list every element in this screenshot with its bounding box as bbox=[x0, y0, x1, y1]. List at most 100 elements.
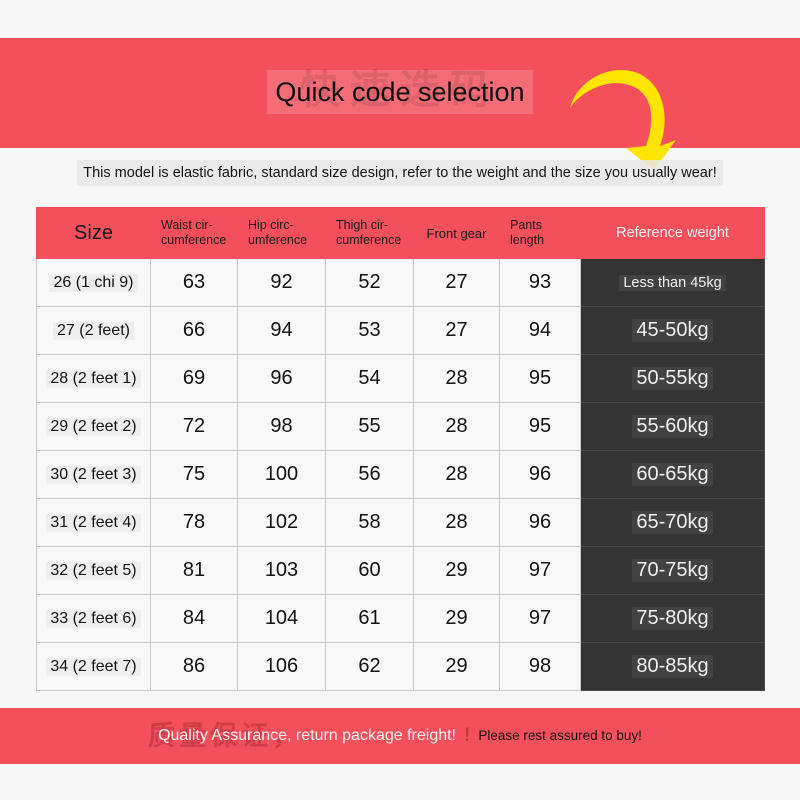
cell-front-gear: 27 bbox=[413, 306, 500, 355]
cell-waist: 66 bbox=[150, 306, 238, 355]
cell-front-gear-value: 29 bbox=[445, 559, 468, 581]
cell-hip-value: 96 bbox=[270, 367, 293, 389]
cell-size-value: 32 (2 feet 5) bbox=[46, 561, 141, 580]
cell-hip-value: 92 bbox=[270, 271, 293, 293]
cell-pants-length-value: 96 bbox=[528, 463, 552, 485]
cell-thigh: 55 bbox=[325, 402, 414, 451]
cell-size-value: 27 (2 feet) bbox=[53, 321, 134, 340]
cell-thigh-value: 60 bbox=[358, 559, 381, 581]
cell-front-gear: 28 bbox=[413, 498, 500, 547]
cell-thigh: 61 bbox=[325, 594, 414, 643]
cell-size: 34 (2 feet 7) bbox=[36, 642, 151, 691]
cell-pants-length-value: 95 bbox=[528, 367, 552, 389]
cell-hip: 92 bbox=[237, 258, 326, 307]
cell-pants-length-value: 96 bbox=[528, 511, 552, 533]
cell-size: 27 (2 feet) bbox=[36, 306, 151, 355]
table-row: 29 (2 feet 2) 72 98 55 28 95 55-60kg bbox=[36, 402, 765, 451]
cell-hip: 100 bbox=[237, 450, 326, 499]
cell-waist-value: 78 bbox=[182, 511, 206, 533]
cell-front-gear: 28 bbox=[413, 402, 500, 451]
cell-front-gear-value: 28 bbox=[445, 463, 468, 485]
cell-thigh-value: 56 bbox=[358, 463, 381, 485]
cell-waist-value: 84 bbox=[182, 607, 206, 629]
cell-reference-weight-value: 45-50kg bbox=[632, 319, 713, 342]
cell-pants-length-value: 97 bbox=[528, 559, 552, 581]
cell-hip-value: 98 bbox=[270, 415, 293, 437]
cell-pants-length-value: 98 bbox=[528, 655, 552, 677]
cell-pants-length: 97 bbox=[499, 594, 581, 643]
cell-waist: 81 bbox=[150, 546, 238, 595]
footer-sub-text: Please rest assured to buy! bbox=[478, 728, 642, 743]
table-row: 26 (1 chi 9) 63 92 52 27 93 Less than 45kg bbox=[36, 258, 765, 307]
cell-waist: 84 bbox=[150, 594, 238, 643]
table-row: 31 (2 feet 4) 78 102 58 28 96 65-70kg bbox=[36, 498, 765, 547]
cell-waist-value: 66 bbox=[182, 319, 206, 341]
cell-pants-length-value: 97 bbox=[528, 607, 552, 629]
cell-waist-value: 81 bbox=[182, 559, 206, 581]
cell-pants-length: 96 bbox=[499, 450, 581, 499]
cell-pants-length-value: 94 bbox=[528, 319, 552, 341]
cell-size-value: 28 (2 feet 1) bbox=[46, 369, 141, 388]
cell-waist: 72 bbox=[150, 402, 238, 451]
cell-size-value: 33 (2 feet 6) bbox=[46, 609, 141, 628]
table-header-row: Size Waist cir- cumference Hip circ- umf… bbox=[36, 207, 765, 259]
header-watermark-text: 快速选码 bbox=[300, 68, 500, 112]
cell-waist-value: 69 bbox=[182, 367, 206, 389]
cell-front-gear-value: 28 bbox=[445, 511, 468, 533]
page-title: Quick code selection bbox=[267, 70, 533, 114]
cell-reference-weight-value: 50-55kg bbox=[632, 367, 713, 390]
cell-reference-weight-value: 65-70kg bbox=[632, 511, 713, 534]
cell-waist: 75 bbox=[150, 450, 238, 499]
cell-front-gear: 29 bbox=[413, 642, 500, 691]
cell-pants-length: 97 bbox=[499, 546, 581, 595]
table-row: 28 (2 feet 1) 69 96 54 28 95 50-55kg bbox=[36, 354, 765, 403]
table-row: 33 (2 feet 6) 84 104 61 29 97 75-80kg bbox=[36, 594, 765, 643]
col-header-pants-line2: length bbox=[510, 233, 545, 247]
cell-reference-weight: 50-55kg bbox=[580, 354, 765, 403]
col-header-pants-length: Pants length bbox=[499, 207, 581, 259]
cell-front-gear: 29 bbox=[413, 594, 500, 643]
cell-waist: 69 bbox=[150, 354, 238, 403]
cell-pants-length: 93 bbox=[499, 258, 581, 307]
cell-hip: 106 bbox=[237, 642, 326, 691]
cell-hip-value: 106 bbox=[264, 655, 299, 677]
cell-reference-weight-value: Less than 45kg bbox=[619, 274, 726, 291]
cell-thigh-value: 55 bbox=[358, 415, 381, 437]
table-row: 34 (2 feet 7) 86 106 62 29 98 80-85kg bbox=[36, 642, 765, 691]
cell-reference-weight: 80-85kg bbox=[580, 642, 765, 691]
col-header-hip-line2: umference bbox=[248, 233, 308, 247]
cell-front-gear-value: 29 bbox=[445, 607, 468, 629]
cell-pants-length: 95 bbox=[499, 402, 581, 451]
cell-hip-value: 104 bbox=[264, 607, 299, 629]
cell-thigh: 62 bbox=[325, 642, 414, 691]
cell-size-value: 26 (1 chi 9) bbox=[49, 273, 138, 292]
cell-thigh: 56 bbox=[325, 450, 414, 499]
cell-thigh: 58 bbox=[325, 498, 414, 547]
cell-thigh-value: 54 bbox=[358, 367, 381, 389]
cell-front-gear: 29 bbox=[413, 546, 500, 595]
col-header-reference-weight: Reference weight bbox=[580, 207, 765, 259]
cell-front-gear-value: 27 bbox=[445, 319, 468, 341]
header-title-wrap: Quick code selection bbox=[0, 70, 800, 114]
col-header-thigh-line1: Thigh cir- bbox=[336, 218, 389, 232]
col-header-hip-line1: Hip circ- bbox=[248, 218, 294, 232]
cell-pants-length-value: 93 bbox=[528, 271, 552, 293]
cell-hip-value: 100 bbox=[264, 463, 299, 485]
col-header-thigh-line2: cumference bbox=[336, 233, 402, 247]
notice-text: This model is elastic fabric, standard s… bbox=[77, 160, 723, 186]
cell-size-value: 34 (2 feet 7) bbox=[46, 657, 141, 676]
cell-size: 28 (2 feet 1) bbox=[36, 354, 151, 403]
cell-pants-length: 98 bbox=[499, 642, 581, 691]
notice-wrap: This model is elastic fabric, standard s… bbox=[0, 160, 800, 186]
cell-reference-weight: 55-60kg bbox=[580, 402, 765, 451]
col-header-front-gear: Front gear bbox=[413, 207, 500, 259]
cell-hip-value: 102 bbox=[264, 511, 299, 533]
table-body: 26 (1 chi 9) 63 92 52 27 93 Less than 45kg 27 (… bbox=[36, 258, 765, 691]
cell-reference-weight-value: 55-60kg bbox=[632, 415, 713, 438]
col-header-size: Size bbox=[36, 207, 151, 259]
cell-thigh: 53 bbox=[325, 306, 414, 355]
cell-size: 33 (2 feet 6) bbox=[36, 594, 151, 643]
cell-size-value: 29 (2 feet 2) bbox=[46, 417, 141, 436]
header-banner: 快速选码 Quick code selection bbox=[0, 38, 800, 148]
cell-size: 31 (2 feet 4) bbox=[36, 498, 151, 547]
